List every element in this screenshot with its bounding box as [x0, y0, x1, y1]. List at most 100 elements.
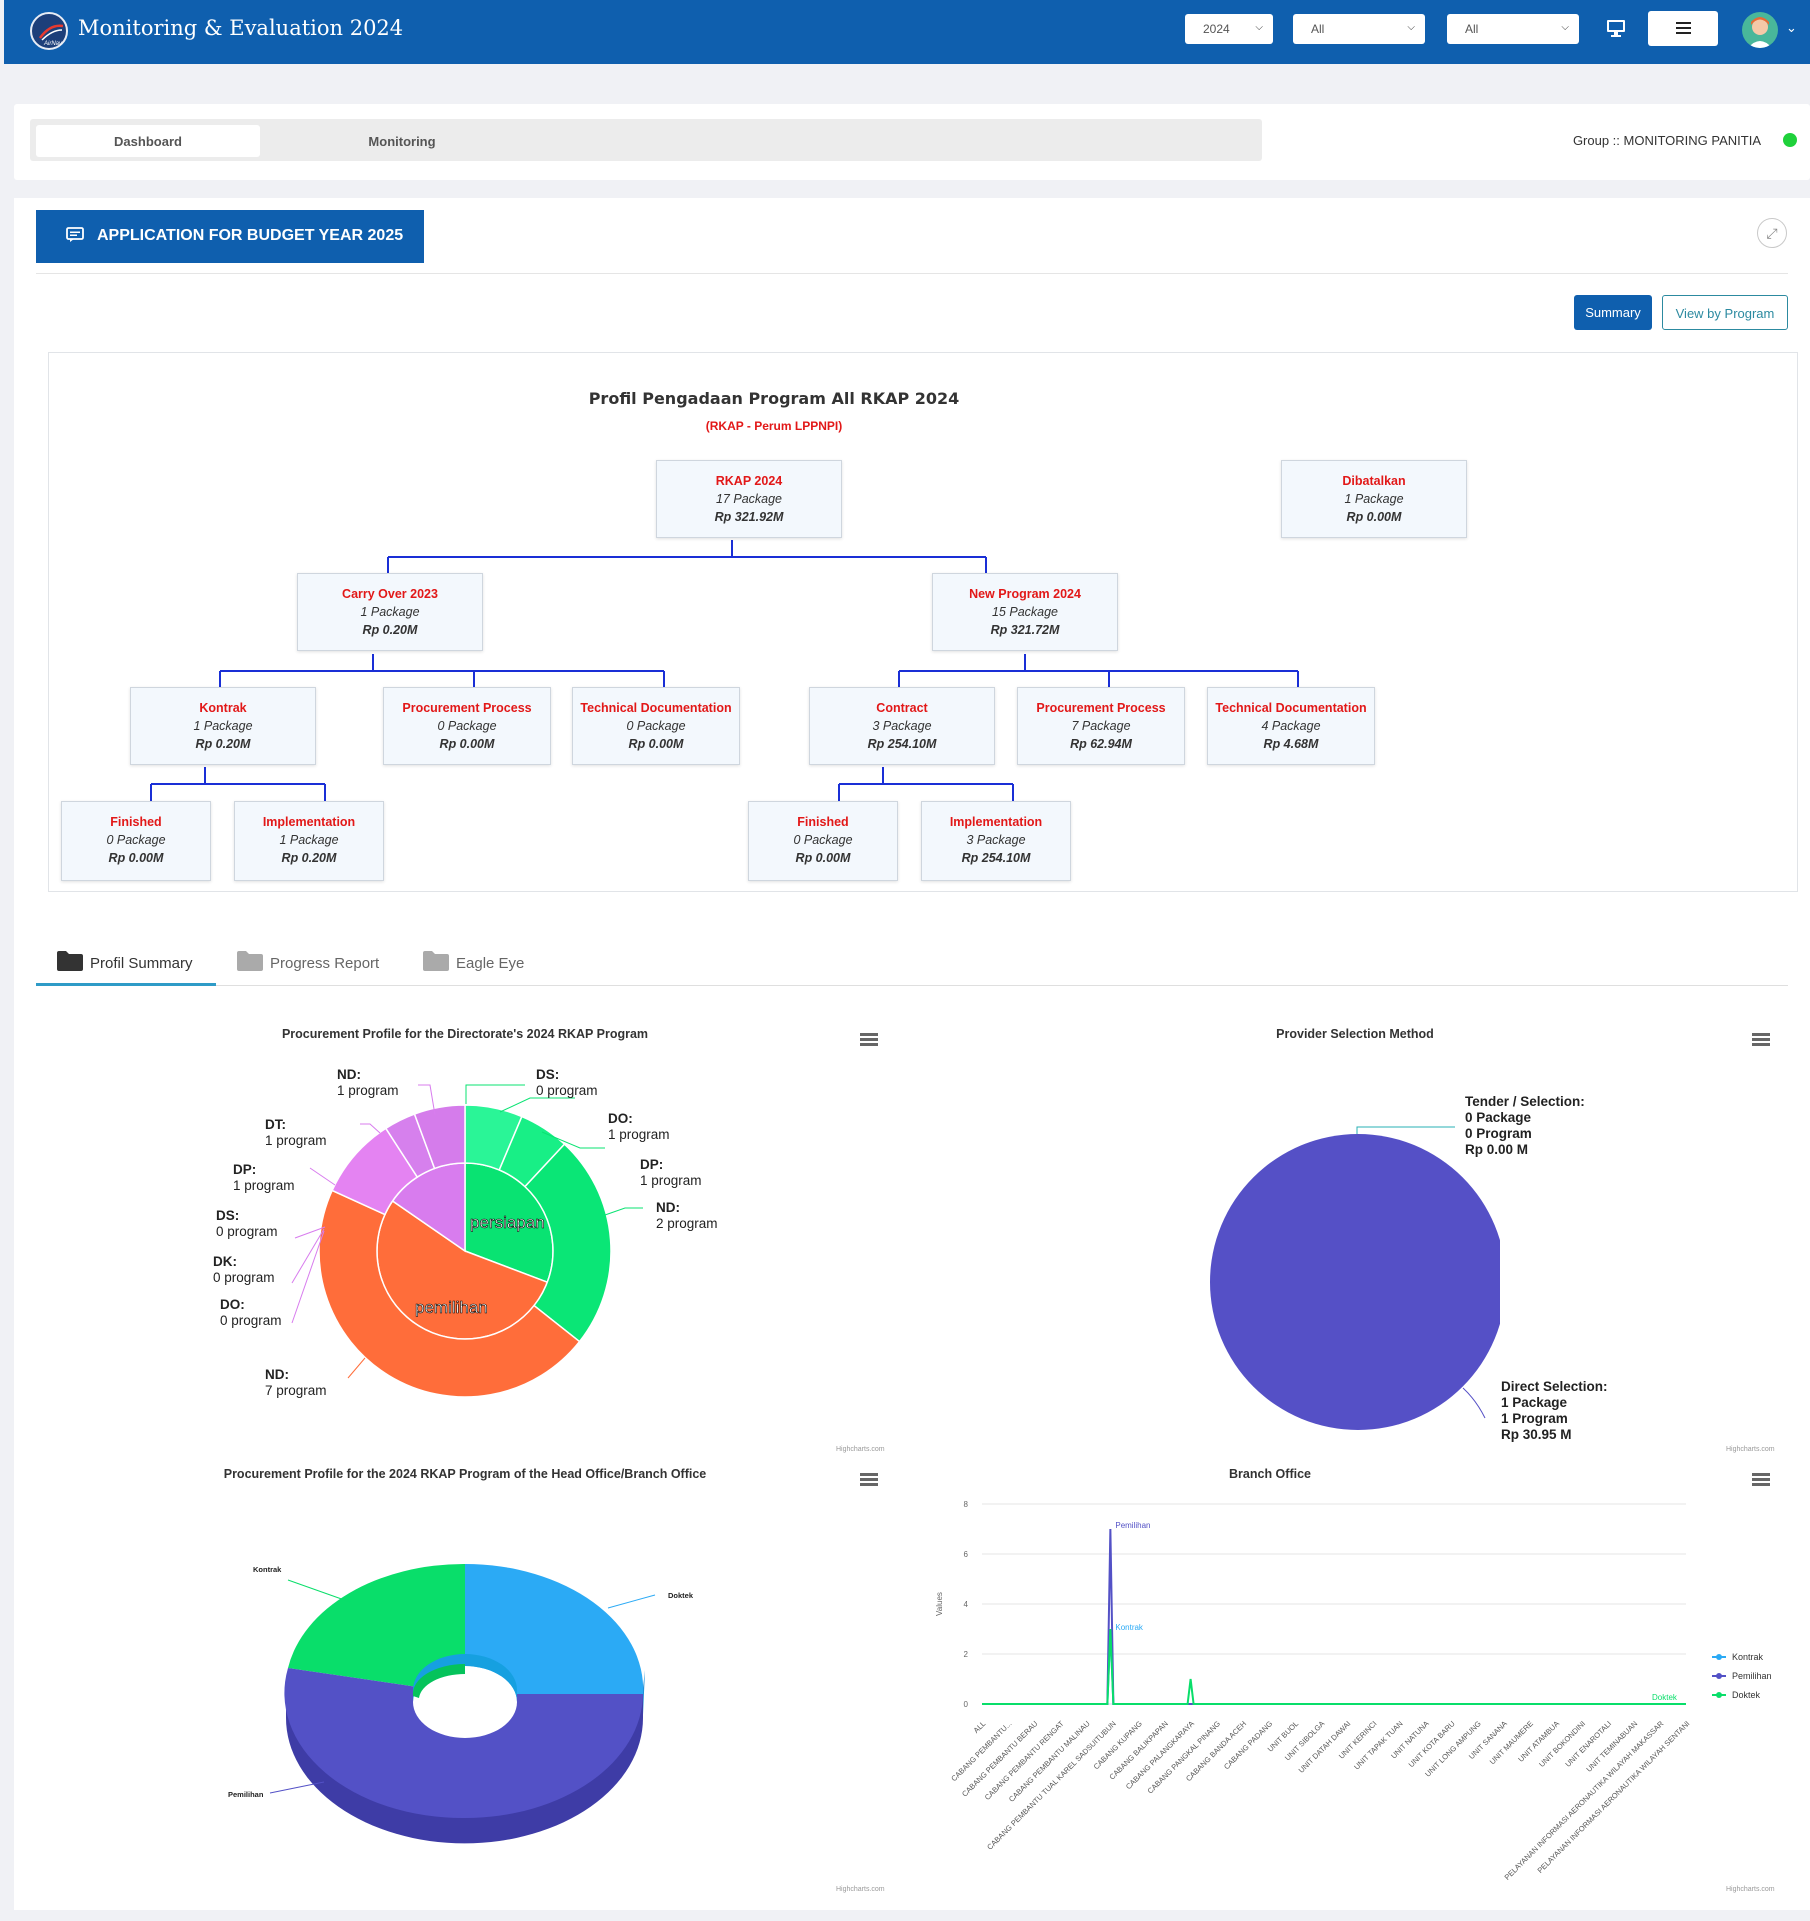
org-node-c-kontrak[interactable]: Kontrak 1 Package Rp 0.20M — [130, 687, 316, 765]
expand-icon[interactable]: ⤢ — [1757, 218, 1787, 248]
donut-3d-chart — [269, 1563, 656, 1844]
legend-marker — [1716, 1692, 1722, 1698]
chevron-down-icon[interactable]: ⌄ — [1786, 20, 1797, 35]
report-tabs: Profil Summary Progress Report Eagle Eye — [36, 934, 1788, 986]
data-label-pemilihan: Pemilihan — [228, 1790, 264, 1799]
data-label: DP: 1 program — [640, 1157, 702, 1189]
data-label-code: DP: — [233, 1162, 257, 1177]
monitor-icon[interactable] — [1604, 16, 1628, 40]
chart-title: Provider Selection Method — [1276, 1027, 1434, 1041]
org-node-c-proc[interactable]: Procurement Process 0 Package Rp 0.00M — [383, 687, 551, 765]
label-connector — [347, 1357, 366, 1379]
org-node-n-tech[interactable]: Technical Documentation 4 Package Rp 4.68M — [1207, 687, 1375, 765]
tab-monitoring[interactable]: Monitoring — [368, 134, 436, 149]
user-avatar[interactable] — [1742, 12, 1778, 48]
org-node-c-tech[interactable]: Technical Documentation 0 Package Rp 0.00M — [572, 687, 740, 765]
org-node-amount: Rp 0.20M — [195, 737, 251, 751]
folder-icon — [237, 951, 263, 971]
chevron-down-icon: ⌵ — [1255, 22, 1263, 33]
chart-credit: Highcharts.com — [836, 1886, 885, 1893]
data-label: ND: 7 program — [265, 1367, 327, 1399]
donut-slice-pemilihan — [284, 1668, 643, 1819]
data-label-value: 0 program — [213, 1270, 275, 1285]
org-node-title: Kontrak — [199, 701, 247, 715]
budget-year-button[interactable]: APPLICATION FOR BUDGET YEAR 2025 — [36, 210, 424, 263]
summary-button[interactable]: Summary — [1574, 295, 1652, 330]
status-dot-icon — [1783, 133, 1797, 147]
org-node-title: Carry Over 2023 — [342, 587, 438, 601]
data-label-value: 0 program — [536, 1083, 598, 1098]
org-connectors — [150, 540, 1299, 801]
chart-menu-icon[interactable] — [1752, 1033, 1770, 1047]
org-node-packages: 4 Package — [1261, 719, 1321, 733]
data-label-code: ND: — [337, 1067, 361, 1082]
app-title: Monitoring & Evaluation 2024 — [78, 16, 404, 40]
top-navbar: AirNav Monitoring & Evaluation 2024 2024… — [4, 0, 1810, 64]
y-tick-label: 4 — [964, 1600, 969, 1609]
org-node-n-impl[interactable]: Implementation 3 Package Rp 254.10M — [921, 801, 1071, 881]
data-label-amount: Rp 0.00 M — [1465, 1142, 1529, 1157]
tab-label: Progress Report — [270, 955, 380, 972]
donut-slice-kontrak — [288, 1563, 465, 1694]
org-node-title: Implementation — [262, 815, 356, 829]
sunburst-outer-slice — [523, 1143, 612, 1343]
data-label: DP: 1 program — [233, 1162, 295, 1194]
org-node-n-finished[interactable]: Finished 0 Package Rp 0.00M — [748, 801, 898, 881]
org-node-c-impl[interactable]: Implementation 1 Package Rp 0.20M — [234, 801, 384, 881]
chart-menu-icon[interactable] — [860, 1473, 878, 1487]
tab-label: Profil Summary — [90, 955, 193, 972]
org-node-n-proc[interactable]: Procurement Process 7 Package Rp 62.94M — [1017, 687, 1185, 765]
org-node-c-finished[interactable]: Finished 0 Package Rp 0.00M — [61, 801, 211, 881]
data-label-value: 1 program — [337, 1083, 399, 1098]
menu-button[interactable] — [1648, 11, 1718, 46]
org-node-packages: 0 Package — [437, 719, 497, 733]
filter-select-2[interactable]: All ⌵ — [1447, 14, 1579, 44]
org-chart-title: Profil Pengadaan Program All RKAP 2024 — [588, 389, 960, 408]
tab-dashboard[interactable]: Dashboard — [36, 125, 260, 157]
org-node-amount: Rp 0.20M — [281, 851, 337, 865]
org-node-packages: 3 Package — [966, 833, 1026, 847]
org-node-carry[interactable]: Carry Over 2023 1 Package Rp 0.20M — [297, 573, 483, 651]
org-node-amount: Rp 0.00M — [795, 851, 851, 865]
tab-eagle-eye[interactable]: Eagle Eye — [422, 934, 562, 986]
tab-progress-report[interactable]: Progress Report — [236, 934, 406, 986]
org-node-rkap[interactable]: RKAP 2024 17 Package Rp 321.92M — [656, 460, 842, 538]
chart-credit: Highcharts.com — [836, 1446, 885, 1453]
data-label: DS: 0 program — [216, 1208, 278, 1240]
folder-icon — [423, 951, 449, 971]
org-node-title: RKAP 2024 — [715, 474, 783, 488]
org-node-n-contract[interactable]: Contract 3 Package Rp 254.10M — [809, 687, 995, 765]
app-logo[interactable]: AirNav — [30, 12, 68, 50]
label-connector — [604, 1207, 643, 1216]
sunburst-outer-slice — [413, 1104, 466, 1170]
org-node-packages: 15 Package — [991, 605, 1059, 619]
data-label: Tender / Selection: 0 Package 0 Program … — [1465, 1094, 1585, 1158]
org-node-cancelled[interactable]: Dibatalkan 1 Package Rp 0.00M — [1281, 460, 1467, 538]
data-label-value: 2 program — [656, 1216, 718, 1231]
data-label-kontrak: Kontrak — [253, 1565, 282, 1574]
label-connector — [291, 1228, 325, 1284]
data-label-code: ND: — [656, 1200, 680, 1215]
chart-menu-icon[interactable] — [1752, 1473, 1770, 1487]
org-node-amount: Rp 254.10M — [961, 851, 1031, 865]
data-label-value: 1 program — [640, 1173, 702, 1188]
annotation-pemilihan: Pemilihan — [1115, 1521, 1150, 1530]
year-select[interactable]: 2024 ⌵ — [1185, 14, 1273, 44]
data-label-code: DS: — [216, 1208, 240, 1223]
chevron-down-icon: ⌵ — [1407, 22, 1415, 33]
chevron-down-icon: ⌵ — [1561, 22, 1569, 33]
org-node-packages: 0 Package — [106, 833, 166, 847]
data-label-code: DO: — [608, 1111, 633, 1126]
pie-slice-direct-selection — [1210, 1134, 1500, 1430]
org-node-title: Implementation — [949, 815, 1043, 829]
label-connector — [418, 1084, 436, 1116]
series-line-pemilihan — [982, 1528, 1686, 1705]
chart-credit: Highcharts.com — [1726, 1446, 1775, 1453]
tab-profil-summary[interactable]: Profil Summary — [36, 934, 216, 986]
filter-select-1[interactable]: All ⌵ — [1293, 14, 1425, 44]
y-tick-label: 0 — [964, 1700, 969, 1709]
tab-label: Eagle Eye — [456, 955, 525, 972]
chart-menu-icon[interactable] — [860, 1033, 878, 1047]
view-by-program-button[interactable]: View by Program — [1662, 295, 1788, 330]
org-node-newprog[interactable]: New Program 2024 15 Package Rp 321.72M — [932, 573, 1118, 651]
